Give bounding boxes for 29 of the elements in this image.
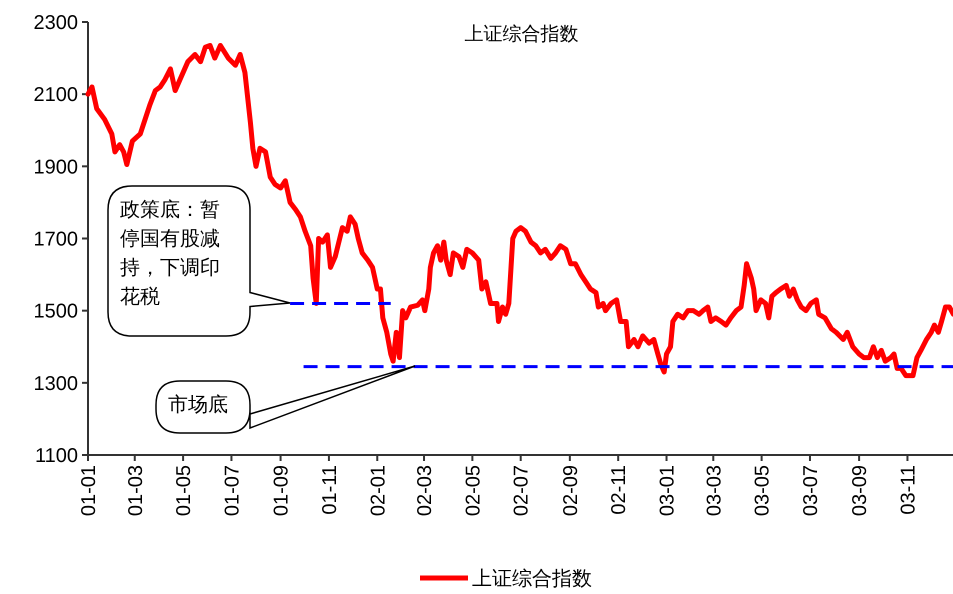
x-tick-label: 01-03 [124, 465, 147, 516]
annotation: 政策底：暂停国有股减持，下调印花税 [120, 197, 220, 308]
x-tick-label: 02-09 [560, 465, 582, 516]
x-tick-label: 01-11 [318, 465, 341, 515]
x-tick-label: 01-01 [78, 465, 100, 516]
x-tick-label: 03-05 [752, 465, 774, 516]
legend-label: 上证综合指数 [472, 566, 592, 590]
x-tick-label: 03-09 [849, 465, 872, 516]
x-tick-label: 03-01 [656, 465, 679, 516]
y-tick-label: 1500 [34, 300, 78, 323]
y-tick-label: 2300 [34, 12, 78, 34]
x-tick-label: 02-07 [510, 465, 533, 516]
y-tick-label: 1900 [34, 156, 78, 178]
x-tick-label: 02-03 [414, 465, 436, 516]
annotation: 市场底 [168, 392, 228, 416]
x-tick-label: 01-09 [270, 465, 293, 516]
x-tick-label: 03-03 [703, 465, 726, 516]
y-tick-label: 1700 [34, 228, 78, 250]
x-tick-label: 01-05 [173, 465, 196, 516]
y-tick-label: 1300 [34, 372, 78, 395]
x-tick-label: 01-07 [221, 465, 244, 516]
x-tick-label: 02-11 [608, 465, 630, 515]
x-tick-label: 02-01 [367, 465, 390, 516]
x-tick-label: 02-05 [462, 465, 484, 516]
x-tick-label: 03-07 [800, 465, 822, 516]
x-tick-label: 03-11 [897, 465, 920, 515]
y-tick-label: 2100 [34, 84, 78, 106]
y-tick-label: 1100 [34, 445, 78, 467]
chart-title: 上证综合指数 [464, 23, 578, 45]
